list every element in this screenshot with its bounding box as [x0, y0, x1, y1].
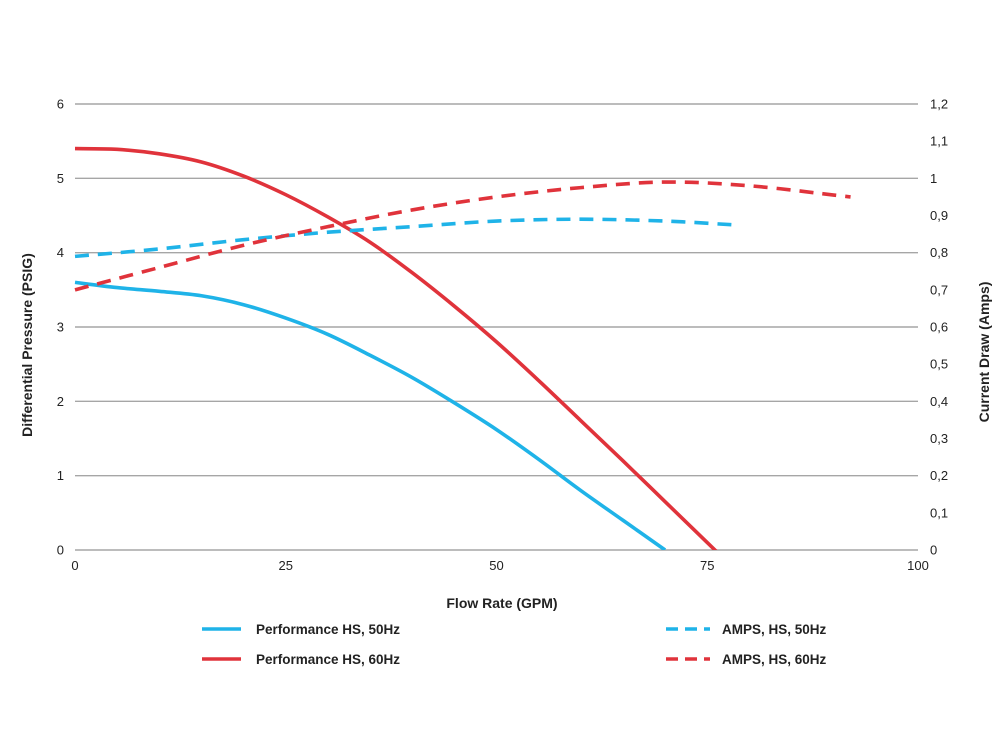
- x-axis-ticks: 0 25 50 75 100: [71, 558, 928, 573]
- legend-item: AMPS, HS, 60Hz: [666, 652, 827, 667]
- y-tick-label: 0: [57, 543, 64, 558]
- y2-tick-label: 0,9: [930, 208, 948, 223]
- x-tick-label: 0: [71, 558, 78, 573]
- left-axis-ticks: 0 1 2 3 4 5 6: [57, 97, 64, 558]
- y-axis-title: Differential Pressure (PSIG): [19, 253, 35, 437]
- legend-item: Performance HS, 50Hz: [202, 622, 400, 637]
- y-tick-label: 2: [57, 394, 64, 409]
- y2-tick-label: 1,1: [930, 134, 948, 149]
- x-axis-title: Flow Rate (GPM): [446, 595, 557, 611]
- legend-label: AMPS, HS, 60Hz: [722, 652, 827, 667]
- y2-tick-label: 0: [930, 543, 937, 558]
- legend-item: Performance HS, 60Hz: [202, 652, 400, 667]
- x-tick-label: 25: [279, 558, 293, 573]
- y2-tick-label: 0,1: [930, 505, 948, 520]
- series-line-3: [74, 217, 733, 259]
- series-line-2: [74, 146, 718, 550]
- legend: Performance HS, 50Hz Performance HS, 60Hz…: [202, 622, 827, 667]
- x-tick-label: 100: [907, 558, 929, 573]
- x-tick-label: 75: [700, 558, 714, 573]
- legend-label: AMPS, HS, 50Hz: [722, 622, 827, 637]
- y2-tick-label: 0,8: [930, 245, 948, 260]
- y2-tick-label: 1: [930, 171, 937, 186]
- y2-tick-label: 1,2: [930, 97, 948, 112]
- y-tick-label: 5: [57, 171, 64, 186]
- y2-tick-label: 0,4: [930, 394, 948, 409]
- y2-tick-label: 0,6: [930, 320, 948, 335]
- series-line-1: [74, 280, 667, 550]
- y2-axis-title: Current Draw (Amps): [976, 282, 992, 423]
- y-tick-label: 4: [57, 245, 64, 260]
- gridlines: [75, 103, 918, 551]
- y2-tick-label: 0,5: [930, 357, 948, 372]
- legend-label: Performance HS, 60Hz: [256, 652, 400, 667]
- y2-tick-label: 0,7: [930, 282, 948, 297]
- right-axis-ticks: 0 0,1 0,2 0,3 0,4 0,5 0,6 0,7 0,8 0,9 1 1,1 1,2: [930, 97, 948, 558]
- x-tick-label: 50: [489, 558, 503, 573]
- y-tick-label: 3: [57, 320, 64, 335]
- legend-item: AMPS, HS, 50Hz: [666, 622, 827, 637]
- series-lines: [74, 146, 851, 550]
- legend-label: Performance HS, 50Hz: [256, 622, 400, 637]
- y-tick-label: 1: [57, 468, 64, 483]
- series-line-4: [74, 180, 851, 292]
- y2-tick-label: 0,2: [930, 468, 948, 483]
- y-tick-label: 6: [57, 97, 64, 112]
- y2-tick-label: 0,3: [930, 431, 948, 446]
